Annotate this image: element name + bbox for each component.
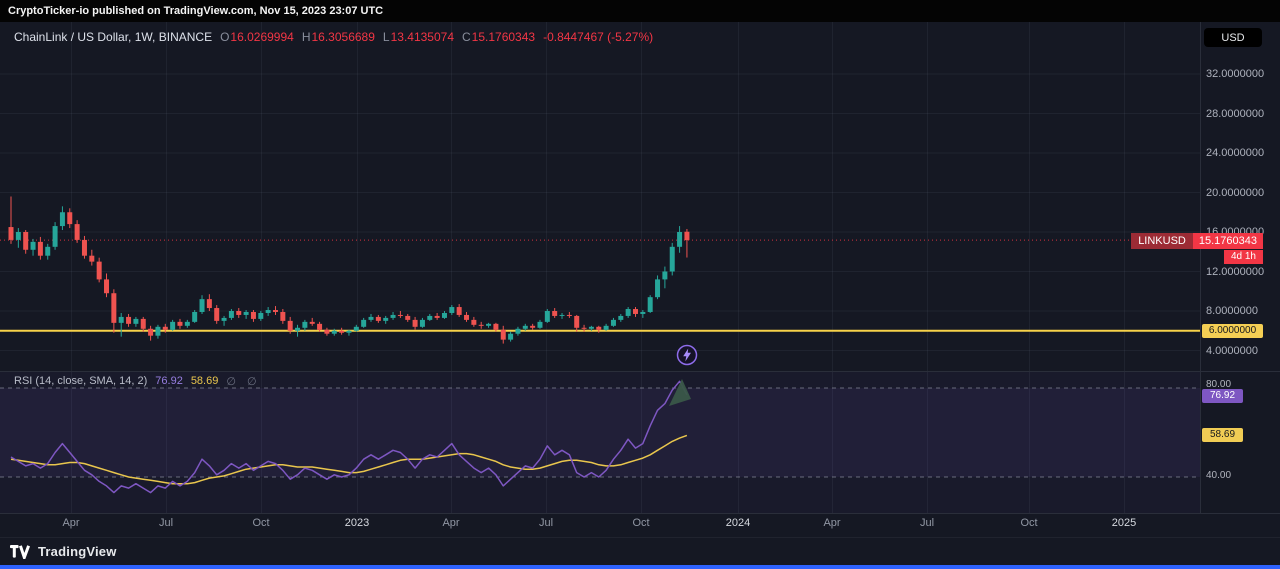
close-label: C: [462, 30, 471, 44]
currency-toggle-button[interactable]: USD: [1204, 28, 1262, 47]
rsi-title[interactable]: RSI (14, close, SMA, 14, 2): [14, 375, 148, 387]
time-axis-label[interactable]: Oct: [252, 517, 270, 529]
close-value: 15.1760343: [471, 30, 536, 44]
price-axis-label: 4.0000000: [1206, 344, 1258, 357]
last-price-symbol: LINKUSD: [1131, 233, 1193, 249]
symbol-title[interactable]: ChainLink / US Dollar, 1W, BINANCE: [14, 30, 213, 44]
rsi-extra-values: ∅ ∅: [226, 376, 261, 388]
lightning-alert-icon[interactable]: [676, 344, 698, 366]
time-axis-label[interactable]: 2024: [725, 517, 751, 529]
symbol-header: ChainLink / US Dollar, 1W, BINANCE O16.0…: [14, 30, 653, 44]
tradingview-logo-icon[interactable]: [10, 544, 31, 559]
time-axis-label[interactable]: Apr: [823, 517, 841, 529]
price-axis-label: 32.0000000: [1206, 68, 1265, 80]
last-price-value: 15.1760343: [1192, 233, 1263, 249]
drawn-level-price-badge[interactable]: 6.0000000: [1202, 324, 1263, 338]
rsi-sma-value-badge: 58.69: [1202, 428, 1244, 442]
rsi-peak-marker: [669, 379, 691, 406]
low-label: L: [382, 30, 390, 44]
time-axis-label[interactable]: 2023: [344, 517, 370, 529]
time-axis-label[interactable]: Jul: [538, 517, 554, 529]
publish-bar: CryptoTicker-io published on TradingView…: [0, 0, 1280, 22]
time-axis-label[interactable]: Jul: [919, 517, 935, 529]
candlestick-series: [8, 196, 690, 344]
price-axis-label: 12.0000000: [1206, 265, 1265, 278]
open-value: 16.0269994: [230, 30, 294, 44]
rsi-value-badge: 76.92: [1202, 389, 1244, 403]
last-price-badge[interactable]: LINKUSD 15.1760343: [1131, 233, 1263, 249]
open-label: O: [220, 30, 230, 44]
bar-countdown-badge: 4d 1h: [1223, 250, 1263, 264]
change-value: -0.8447467 (-5.27%): [543, 30, 654, 44]
price-axis-label: 28.0000000: [1206, 107, 1265, 120]
high-value: 16.3056689: [311, 30, 375, 44]
price-axis-label: 24.0000000: [1206, 147, 1265, 159]
rsi-sma-current-value: 58.69: [190, 375, 219, 387]
price-axis-label: 8.0000000: [1206, 305, 1258, 317]
price-axis-label: 20.0000000: [1206, 186, 1265, 199]
rsi-upper-level-label: 80.00: [1206, 379, 1232, 390]
low-value: 13.4135074: [390, 30, 454, 44]
time-axis-label[interactable]: Apr: [442, 517, 460, 529]
high-label: H: [301, 30, 311, 44]
bottom-scrollbar[interactable]: [0, 565, 1280, 569]
footer-bar: TradingView: [0, 538, 1280, 565]
rsi-line: [10, 380, 688, 494]
time-axis-label[interactable]: Oct: [632, 517, 650, 529]
time-axis-label[interactable]: 2025: [1111, 517, 1137, 529]
rsi-current-value: 76.92: [155, 375, 183, 387]
rsi-lower-level-label: 40.00: [1206, 470, 1232, 481]
tradingview-wordmark[interactable]: TradingView: [38, 544, 117, 559]
rsi-header: RSI (14, close, SMA, 14, 2) 76.92 58.69 …: [14, 375, 261, 388]
time-axis-label[interactable]: Apr: [62, 517, 80, 529]
publish-text: CryptoTicker-io published on TradingView…: [8, 5, 384, 17]
rsi-sma-line: [10, 434, 688, 485]
time-axis-label[interactable]: Jul: [158, 517, 174, 529]
time-axis-label[interactable]: Oct: [1020, 517, 1038, 529]
